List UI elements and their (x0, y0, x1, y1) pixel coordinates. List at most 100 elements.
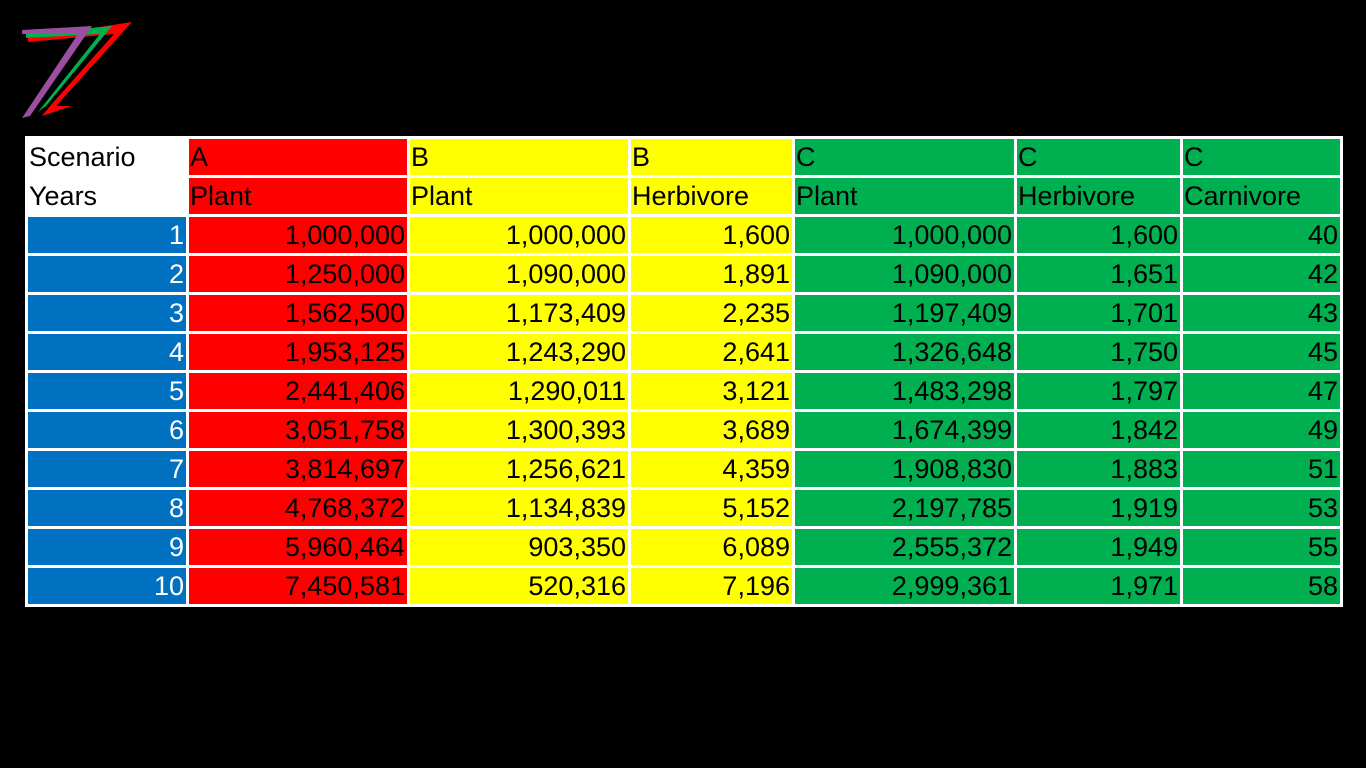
table-row: 6 3,051,758 1,300,393 3,689 1,674,399 1,842 49 (25, 409, 1343, 451)
value-cell: 7,196 (628, 565, 795, 607)
scenario-header-cell: A (186, 136, 410, 178)
value-cell: 520,316 (407, 565, 631, 607)
year-cell: 6 (25, 409, 189, 451)
value-cell: 1,750 (1014, 331, 1183, 373)
value-cell: 42 (1180, 253, 1343, 295)
table-row: 8 4,768,372 1,134,839 5,152 2,197,785 1,919 53 (25, 487, 1343, 529)
type-header-cell: Plant (186, 175, 410, 217)
table-row: 3 1,562,500 1,173,409 2,235 1,197,409 1,701 43 (25, 292, 1343, 334)
value-cell: 1,891 (628, 253, 795, 295)
value-cell: 47 (1180, 370, 1343, 412)
value-cell: 1,883 (1014, 448, 1183, 490)
value-cell: 3,814,697 (186, 448, 410, 490)
value-cell: 1,134,839 (407, 487, 631, 529)
value-cell: 2,999,361 (792, 565, 1017, 607)
logo-stripe-red (28, 22, 132, 116)
value-cell: 3,051,758 (186, 409, 410, 451)
value-cell: 1,701 (1014, 292, 1183, 334)
value-cell: 6,089 (628, 526, 795, 568)
value-cell: 903,350 (407, 526, 631, 568)
year-cell: 2 (25, 253, 189, 295)
value-cell: 1,173,409 (407, 292, 631, 334)
scenario-label: Scenario (25, 136, 189, 178)
value-cell: 43 (1180, 292, 1343, 334)
value-cell: 3,689 (628, 409, 795, 451)
years-label: Years (25, 175, 189, 217)
type-header-cell: Carnivore (1180, 175, 1343, 217)
value-cell: 1,562,500 (186, 292, 410, 334)
scenario-header-cell: B (628, 136, 795, 178)
scenario-header-cell: C (792, 136, 1017, 178)
type-header-row: Years Plant Plant Herbivore Plant Herbivore Ca… (25, 175, 1343, 217)
value-cell: 5,152 (628, 487, 795, 529)
value-cell: 40 (1180, 214, 1343, 256)
scenario-header-cell: C (1014, 136, 1183, 178)
table-row: 2 1,250,000 1,090,000 1,891 1,090,000 1,651 42 (25, 253, 1343, 295)
value-cell: 1,326,648 (792, 331, 1017, 373)
year-cell: 4 (25, 331, 189, 373)
value-cell: 3,121 (628, 370, 795, 412)
table-row: 9 5,960,464 903,350 6,089 2,555,372 1,949 55 (25, 526, 1343, 568)
value-cell: 1,797 (1014, 370, 1183, 412)
year-cell: 5 (25, 370, 189, 412)
table-row: 1 1,000,000 1,000,000 1,600 1,000,000 1,600 40 (25, 214, 1343, 256)
value-cell: 7,450,581 (186, 565, 410, 607)
value-cell: 1,600 (628, 214, 795, 256)
value-cell: 1,000,000 (407, 214, 631, 256)
value-cell: 1,090,000 (792, 253, 1017, 295)
value-cell: 1,250,000 (186, 253, 410, 295)
value-cell: 1,919 (1014, 487, 1183, 529)
logo-stripe-green (26, 26, 112, 112)
year-cell: 8 (25, 487, 189, 529)
value-cell: 55 (1180, 526, 1343, 568)
value-cell: 1,651 (1014, 253, 1183, 295)
logo-stripe-purple (22, 26, 92, 118)
value-cell: 2,641 (628, 331, 795, 373)
value-cell: 2,197,785 (792, 487, 1017, 529)
value-cell: 1,243,290 (407, 331, 631, 373)
value-cell: 4,768,372 (186, 487, 410, 529)
scenario-header-cell: B (407, 136, 631, 178)
table-row: 5 2,441,406 1,290,011 3,121 1,483,298 1,797 47 (25, 370, 1343, 412)
population-table: Scenario A B B C C C Years Plant Plant Herbivore Pl… (25, 136, 1343, 607)
value-cell: 49 (1180, 409, 1343, 451)
year-cell: 10 (25, 565, 189, 607)
table-row: 4 1,953,125 1,243,290 2,641 1,326,648 1,750 45 (25, 331, 1343, 373)
value-cell: 45 (1180, 331, 1343, 373)
value-cell: 1,842 (1014, 409, 1183, 451)
scenario-header-row: Scenario A B B C C C (25, 136, 1343, 178)
value-cell: 1,300,393 (407, 409, 631, 451)
year-cell: 7 (25, 448, 189, 490)
value-cell: 1,908,830 (792, 448, 1017, 490)
value-cell: 4,359 (628, 448, 795, 490)
value-cell: 2,235 (628, 292, 795, 334)
value-cell: 1,256,621 (407, 448, 631, 490)
year-cell: 1 (25, 214, 189, 256)
scenario-header-cell: C (1180, 136, 1343, 178)
value-cell: 1,971 (1014, 565, 1183, 607)
logo-icon (22, 22, 132, 118)
value-cell: 53 (1180, 487, 1343, 529)
value-cell: 1,000,000 (186, 214, 410, 256)
value-cell: 5,960,464 (186, 526, 410, 568)
type-header-cell: Herbivore (628, 175, 795, 217)
value-cell: 1,674,399 (792, 409, 1017, 451)
table-row: 10 7,450,581 520,316 7,196 2,999,361 1,971 58 (25, 565, 1343, 607)
year-cell: 9 (25, 526, 189, 568)
value-cell: 2,441,406 (186, 370, 410, 412)
type-header-cell: Plant (407, 175, 631, 217)
value-cell: 1,197,409 (792, 292, 1017, 334)
type-header-cell: Plant (792, 175, 1017, 217)
table-row: 7 3,814,697 1,256,621 4,359 1,908,830 1,883 51 (25, 448, 1343, 490)
value-cell: 1,600 (1014, 214, 1183, 256)
value-cell: 51 (1180, 448, 1343, 490)
value-cell: 58 (1180, 565, 1343, 607)
year-cell: 3 (25, 292, 189, 334)
value-cell: 1,290,011 (407, 370, 631, 412)
value-cell: 1,483,298 (792, 370, 1017, 412)
value-cell: 1,949 (1014, 526, 1183, 568)
value-cell: 2,555,372 (792, 526, 1017, 568)
value-cell: 1,090,000 (407, 253, 631, 295)
value-cell: 1,000,000 (792, 214, 1017, 256)
type-header-cell: Herbivore (1014, 175, 1183, 217)
